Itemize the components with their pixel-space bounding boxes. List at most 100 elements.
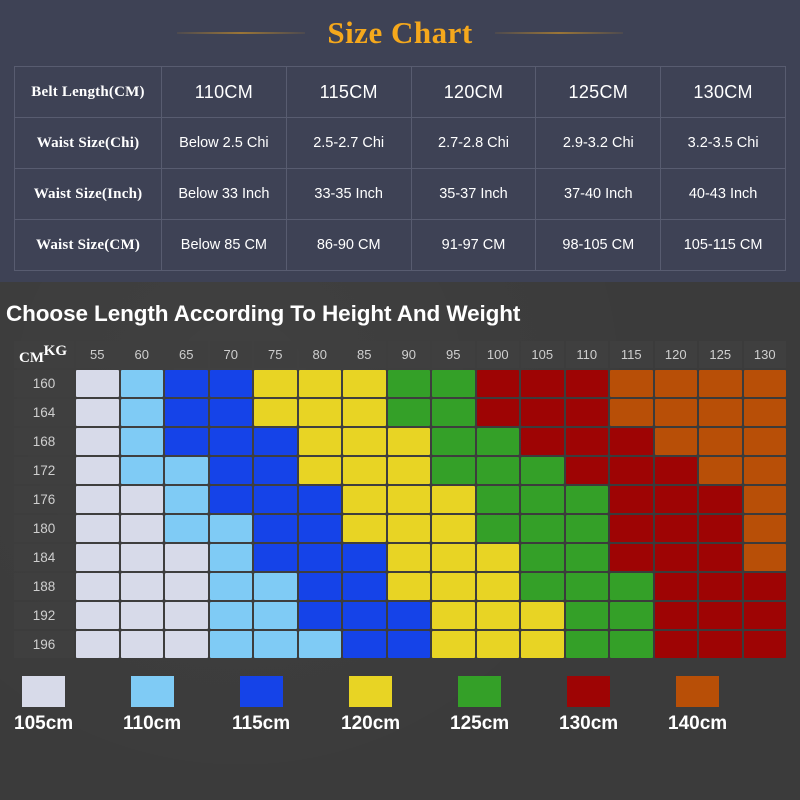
table-cell: 35-37 Inch [410,168,537,220]
matrix-cell [120,457,163,484]
matrix-cell [209,486,252,513]
matrix-cell [610,544,653,571]
matrix-cell [610,602,653,629]
matrix-cell [654,486,697,513]
table-cell: 86-90 CM [285,219,412,271]
table-cell: 125CM [535,66,662,118]
matrix-cell [565,573,608,600]
table-cell: 105-115 CM [660,219,786,271]
matrix-cell [76,573,119,600]
legend-item: 105cm [14,676,123,735]
length-selector-panel: Choose Length According To Height And We… [0,282,800,800]
matrix-row: 168 [14,428,786,455]
matrix-row-header: 188 [14,573,74,600]
matrix-row-header: 184 [14,544,74,571]
matrix-cell [387,602,430,629]
page-title: Size Chart [327,15,473,50]
legend-item: 125cm [450,676,559,735]
matrix-column-header: 95 [432,341,475,368]
matrix-cell [76,544,119,571]
matrix-column-header: 65 [165,341,208,368]
matrix-cell [432,573,475,600]
table-row: Waist Size(Chi) Below 2.5 Chi 2.5-2.7 Chi 2… [14,117,786,169]
matrix-cell [76,428,119,455]
table-cell: 130CM [660,66,786,118]
matrix-cell [254,544,297,571]
matrix-cell [209,428,252,455]
belt-size-table: Belt Length(CM) 110CM 115CM 120CM 125CM 130CM… [14,66,786,271]
matrix-cell [209,544,252,571]
matrix-row: 184 [14,544,786,571]
matrix-cell [387,399,430,426]
matrix-cell [610,399,653,426]
matrix-cell [743,573,786,600]
matrix-cell [432,631,475,658]
matrix-column-header: 105 [521,341,564,368]
matrix-cell [343,631,386,658]
matrix-cell [432,515,475,542]
table-row-header: Belt Length(CM) [14,66,162,118]
height-weight-matrix: KG CM 55 60 65 70 75 80 85 90 95 100 105 110 115 120 125… [12,339,788,660]
matrix-cell [343,370,386,397]
matrix-cell [165,399,208,426]
matrix-cell [699,602,742,629]
matrix-cell [254,602,297,629]
matrix-cell [699,544,742,571]
matrix-column-header: 60 [120,341,163,368]
matrix-cell [120,631,163,658]
height-weight-matrix-body: KG CM 55 60 65 70 75 80 85 90 95 100 105 110 115 120 125… [14,341,786,658]
legend-swatch [131,676,174,707]
matrix-cell [654,515,697,542]
matrix-cell [432,544,475,571]
matrix-cell [298,399,341,426]
matrix-row: 176 [14,486,786,513]
matrix-cell [699,515,742,542]
matrix-cell [699,631,742,658]
table-cell: 2.9-3.2 Chi [535,117,662,169]
table-cell: 115CM [285,66,412,118]
matrix-cell [254,486,297,513]
legend: 105cm 110cm 115cm 120cm 125cm 130cm 140cm [0,660,800,735]
matrix-cell [387,515,430,542]
matrix-cell [610,631,653,658]
matrix-cell [165,544,208,571]
matrix-cell [610,573,653,600]
matrix-cell [165,573,208,600]
matrix-cell [476,573,519,600]
matrix-cell [521,602,564,629]
matrix-row: 188 [14,573,786,600]
matrix-cell [743,602,786,629]
table-cell: 91-97 CM [410,219,537,271]
matrix-row-header: 192 [14,602,74,629]
matrix-cell [521,399,564,426]
matrix-cell [387,631,430,658]
matrix-cell [521,457,564,484]
matrix-cell [654,544,697,571]
table-cell: 120CM [410,66,537,118]
matrix-cell [565,515,608,542]
matrix-cell [165,457,208,484]
matrix-cell [298,573,341,600]
matrix-column-header: 90 [387,341,430,368]
matrix-cell [476,486,519,513]
matrix-cell [610,486,653,513]
table-row-header: Waist Size(CM) [14,219,162,271]
belt-size-table-body: Belt Length(CM) 110CM 115CM 120CM 125CM 130CM… [14,66,786,271]
matrix-cell [654,631,697,658]
table-row: Belt Length(CM) 110CM 115CM 120CM 125CM 130CM [14,66,786,118]
table-row: Waist Size(CM) Below 85 CM 86-90 CM 91-97 C… [14,219,786,271]
matrix-cell [76,399,119,426]
matrix-cell [165,486,208,513]
matrix-cell [521,428,564,455]
matrix-row-header: 180 [14,515,74,542]
matrix-cell [120,428,163,455]
matrix-cell [76,457,119,484]
table-cell: Below 2.5 Chi [161,117,287,169]
matrix-cell [209,457,252,484]
corner-cm-label: CM [19,350,44,366]
matrix-cell [165,602,208,629]
matrix-cell [298,631,341,658]
matrix-cell [343,544,386,571]
matrix-cell [476,602,519,629]
matrix-cell [343,457,386,484]
